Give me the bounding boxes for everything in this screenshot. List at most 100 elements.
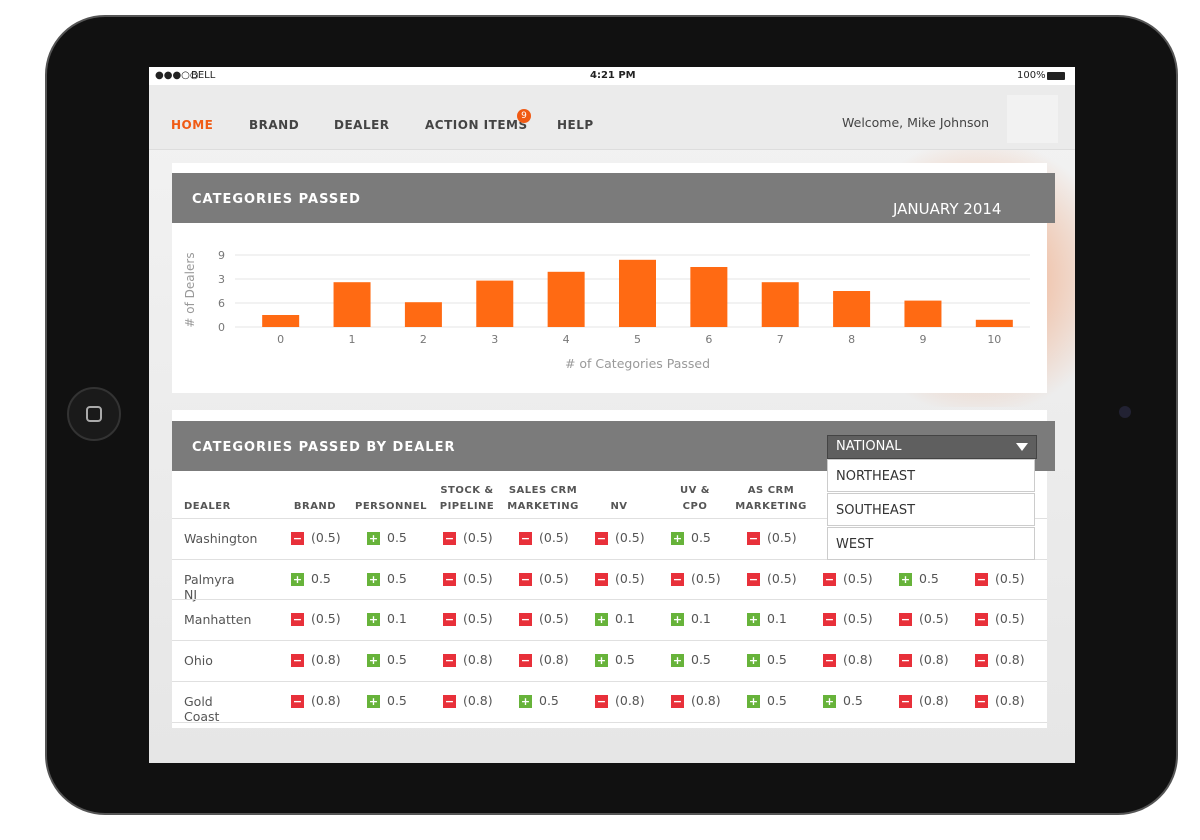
nav-item[interactable]: BRAND [249, 118, 300, 132]
minus-icon: − [975, 613, 988, 627]
plus-icon: + [595, 613, 608, 627]
value-cell: +0.1 [747, 611, 787, 627]
value-text: 0.5 [539, 692, 559, 708]
value-text: (0.5) [995, 570, 1025, 586]
value-text: (0.5) [995, 611, 1025, 627]
plus-icon: + [671, 532, 684, 545]
nav-item[interactable]: HELP [557, 118, 594, 132]
plus-icon: + [367, 654, 380, 668]
y-tick-label: 9 [218, 249, 225, 262]
value-cell: − (0.5) [823, 611, 873, 627]
column-header-text: UV & CPO [679, 485, 711, 512]
select-option[interactable]: SOUTHEAST [827, 493, 1035, 526]
value-cell: − (0.5) [747, 571, 797, 586]
nav-item[interactable]: HOME [171, 118, 214, 132]
avatar-box[interactable] [1007, 95, 1058, 143]
column-header-text: NV [610, 501, 628, 512]
select-option[interactable]: WEST [827, 527, 1035, 560]
value-cell: − (0.8) [519, 652, 569, 668]
plus-icon: + [595, 654, 608, 668]
minus-icon: − [671, 694, 684, 708]
battery-text: 100% [1017, 70, 1046, 81]
value-cell: +0.1 [595, 611, 635, 627]
minus-icon: − [291, 532, 304, 545]
y-tick-label: 6 [218, 297, 225, 310]
value-cell: − (0.5) [823, 571, 873, 586]
value-cell: − (0.8) [975, 652, 1025, 668]
value-cell: +0.5 [367, 652, 407, 668]
value-cell: − (0.5) [671, 571, 721, 586]
value-cell: − (0.8) [443, 652, 493, 668]
bar [619, 259, 656, 327]
value-cell: − (0.5) [975, 571, 1025, 586]
carrier: BELL [191, 70, 216, 81]
value-text: (0.8) [919, 692, 949, 708]
x-tick-label: 9 [919, 333, 926, 346]
value-text: (0.5) [539, 570, 569, 586]
column-header: AS CRM MARKETING [733, 481, 809, 515]
minus-icon: − [291, 694, 304, 708]
column-header: STOCK & PIPELINE [429, 481, 505, 515]
select-arrow [1016, 443, 1028, 451]
value-cell: − (0.5) [519, 611, 569, 627]
column-header-text: AS CRM MARKETING [735, 485, 807, 512]
nav-bar [149, 85, 1075, 150]
value-text: (0.5) [843, 570, 873, 586]
column-header-text: STOCK & PIPELINE [439, 485, 495, 512]
value-cell: − (0.5) [519, 530, 569, 545]
camera [1119, 406, 1131, 418]
bar [476, 280, 514, 327]
column-header: NV [581, 481, 657, 515]
value-cell: − (0.8) [443, 693, 493, 708]
value-text: (0.8) [995, 652, 1025, 668]
minus-icon: − [747, 572, 760, 586]
select-option[interactable]: NORTHEAST [827, 459, 1035, 492]
x-tick-label: 6 [705, 333, 712, 346]
plus-icon: + [747, 694, 760, 708]
row-divider [172, 680, 1047, 682]
minus-icon: − [899, 654, 912, 668]
value-cell: +0.5 [747, 693, 787, 708]
minus-icon: − [443, 654, 456, 668]
value-text: 0.1 [387, 611, 407, 627]
bar [404, 302, 442, 327]
column-header: DEALER [184, 481, 264, 515]
value-cell: − (0.8) [975, 693, 1025, 708]
x-tick-label: 10 [987, 333, 1001, 346]
value-text: 0.5 [767, 652, 787, 668]
x-tick-label: 3 [491, 333, 498, 346]
status-bar: ●●●○○ BELL 4:21 PM 100% [149, 67, 1075, 85]
dealer-name: Ohio [184, 653, 213, 669]
value-cell: − (0.8) [823, 652, 873, 668]
home-button[interactable] [67, 387, 121, 441]
value-text: (0.8) [463, 652, 493, 668]
minus-icon: − [291, 654, 304, 668]
nav-item[interactable]: DEALER [334, 118, 390, 132]
dealer-name: Washington [184, 531, 258, 546]
value-cell: − (0.8) [671, 693, 721, 708]
value-text: 0.5 [843, 692, 863, 708]
dealer-name: Palmyra NJ [184, 571, 235, 602]
value-cell: +0.5 [367, 693, 407, 708]
value-cell: +0.5 [291, 571, 331, 586]
minus-icon: − [975, 654, 988, 668]
nav-item[interactable]: ACTION ITEMS [425, 118, 528, 132]
value-cell: − (0.8) [899, 693, 949, 708]
value-text: 0.5 [615, 652, 635, 668]
minus-icon: − [519, 572, 532, 586]
bar [761, 282, 799, 327]
minus-icon: − [291, 613, 304, 627]
bar [690, 267, 728, 327]
value-cell: − (0.8) [595, 693, 645, 708]
region-select[interactable]: NATIONAL [827, 435, 1037, 459]
value-text: (0.5) [311, 530, 341, 545]
value-text: (0.5) [691, 570, 721, 586]
column-header-text: SALES CRM MARKETING [507, 485, 579, 512]
value-text: 0.5 [387, 570, 407, 586]
value-cell: +0.1 [671, 611, 711, 627]
value-cell: − (0.5) [443, 571, 493, 586]
value-cell: − (0.5) [595, 571, 645, 586]
value-text: (0.5) [767, 530, 797, 545]
value-text: (0.5) [615, 530, 645, 545]
select-value: NATIONAL [836, 439, 902, 454]
